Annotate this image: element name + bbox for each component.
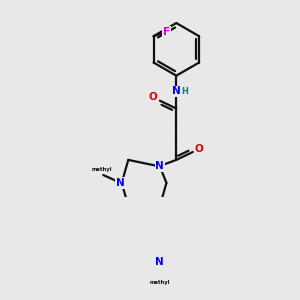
Text: F: F (163, 27, 170, 37)
Text: N: N (155, 161, 164, 172)
Text: N: N (155, 257, 164, 267)
Text: O: O (195, 144, 204, 154)
Text: O: O (149, 92, 158, 102)
Text: methyl: methyl (150, 280, 170, 285)
Text: H: H (182, 87, 188, 96)
Text: N: N (116, 178, 125, 188)
Text: methyl: methyl (92, 167, 112, 172)
Text: N: N (172, 86, 181, 97)
